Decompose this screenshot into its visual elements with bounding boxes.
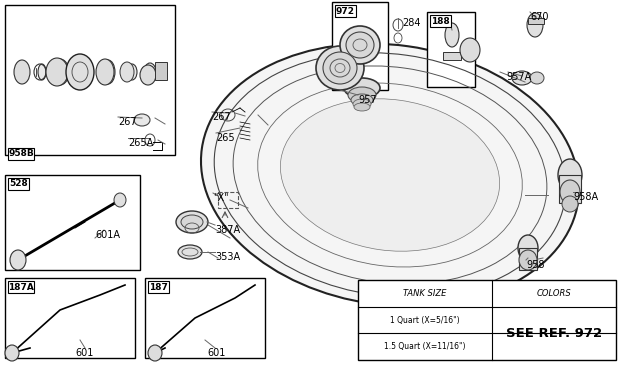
Bar xyxy=(528,18,544,24)
Ellipse shape xyxy=(353,99,371,109)
Text: 1 Quart (X=5/16"): 1 Quart (X=5/16") xyxy=(390,315,460,324)
Ellipse shape xyxy=(348,87,376,103)
Text: 188: 188 xyxy=(431,16,450,26)
Text: 387A: 387A xyxy=(215,225,240,235)
Ellipse shape xyxy=(38,64,46,80)
Text: SEE REF. 972: SEE REF. 972 xyxy=(506,327,602,340)
Ellipse shape xyxy=(5,345,19,361)
Text: 284: 284 xyxy=(402,18,420,28)
Bar xyxy=(5,278,135,358)
Text: "X": "X" xyxy=(213,193,229,203)
Bar xyxy=(145,278,265,358)
Ellipse shape xyxy=(66,54,94,90)
Ellipse shape xyxy=(445,23,459,47)
Ellipse shape xyxy=(178,245,202,259)
Ellipse shape xyxy=(351,94,373,106)
Bar xyxy=(430,15,451,27)
Text: eReplacementParts.com: eReplacementParts.com xyxy=(242,187,378,197)
Text: 353A: 353A xyxy=(215,252,240,262)
Text: 958A: 958A xyxy=(573,192,598,202)
Ellipse shape xyxy=(527,13,543,37)
Ellipse shape xyxy=(101,60,115,84)
Text: 958B: 958B xyxy=(8,150,34,158)
Text: 957A: 957A xyxy=(506,72,531,82)
Bar xyxy=(559,175,581,203)
Bar xyxy=(358,280,616,360)
Bar xyxy=(148,281,169,293)
Ellipse shape xyxy=(14,60,30,84)
Text: 187A: 187A xyxy=(8,283,34,292)
Text: 957: 957 xyxy=(358,95,376,105)
Text: 670: 670 xyxy=(530,12,549,22)
Text: 972: 972 xyxy=(336,7,355,15)
Ellipse shape xyxy=(316,46,364,90)
Bar xyxy=(427,12,475,87)
Bar xyxy=(519,248,537,270)
Ellipse shape xyxy=(134,114,150,126)
Ellipse shape xyxy=(460,38,480,62)
Text: 1.5 Quart (X=11/16"): 1.5 Quart (X=11/16") xyxy=(384,342,466,351)
Text: 601: 601 xyxy=(75,348,94,358)
Text: 187: 187 xyxy=(149,283,167,292)
Ellipse shape xyxy=(344,78,380,98)
Bar xyxy=(5,5,175,155)
Text: 265A: 265A xyxy=(128,138,153,148)
Ellipse shape xyxy=(519,250,537,270)
Bar xyxy=(332,2,388,90)
Ellipse shape xyxy=(560,180,580,204)
Ellipse shape xyxy=(518,235,538,261)
Ellipse shape xyxy=(530,72,544,84)
Ellipse shape xyxy=(71,56,93,88)
Bar xyxy=(8,281,34,293)
Ellipse shape xyxy=(51,59,69,85)
Bar xyxy=(335,5,355,17)
Text: 267: 267 xyxy=(212,112,231,122)
Ellipse shape xyxy=(340,26,380,64)
Ellipse shape xyxy=(512,71,532,85)
Ellipse shape xyxy=(562,196,578,212)
Text: TANK SIZE: TANK SIZE xyxy=(404,289,447,298)
Ellipse shape xyxy=(96,59,114,85)
Text: 267: 267 xyxy=(118,117,136,127)
Bar xyxy=(8,148,34,160)
Ellipse shape xyxy=(120,62,134,82)
Text: 601A: 601A xyxy=(95,230,120,240)
Bar xyxy=(5,175,140,270)
Ellipse shape xyxy=(558,159,582,191)
Ellipse shape xyxy=(16,62,28,82)
Text: COLORS: COLORS xyxy=(537,289,572,298)
Text: 601: 601 xyxy=(207,348,226,358)
Bar xyxy=(443,52,461,60)
Ellipse shape xyxy=(280,99,500,251)
Ellipse shape xyxy=(127,64,137,80)
Ellipse shape xyxy=(114,193,126,207)
Ellipse shape xyxy=(354,103,370,111)
Ellipse shape xyxy=(140,65,156,85)
Ellipse shape xyxy=(323,52,357,84)
Ellipse shape xyxy=(346,32,374,58)
Ellipse shape xyxy=(201,43,579,307)
Text: 265: 265 xyxy=(216,133,234,143)
Bar xyxy=(155,62,167,80)
Ellipse shape xyxy=(181,215,203,229)
Ellipse shape xyxy=(144,63,156,81)
Ellipse shape xyxy=(148,345,162,361)
Text: 528: 528 xyxy=(9,180,28,188)
Ellipse shape xyxy=(10,250,26,270)
Bar xyxy=(8,178,29,190)
Text: 958: 958 xyxy=(526,260,544,270)
Ellipse shape xyxy=(176,211,208,233)
Ellipse shape xyxy=(46,58,68,86)
